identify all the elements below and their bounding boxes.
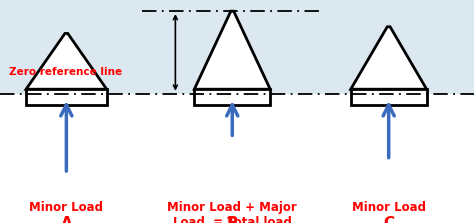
Text: B: B <box>227 216 238 223</box>
Text: Minor Load + Major
Load  = Total load: Minor Load + Major Load = Total load <box>167 201 297 223</box>
Text: Zero reference line: Zero reference line <box>9 67 123 77</box>
Bar <box>0 0 474 94</box>
Polygon shape <box>194 11 270 89</box>
Text: C: C <box>383 216 394 223</box>
Bar <box>351 89 427 105</box>
Bar <box>194 89 270 105</box>
Polygon shape <box>351 27 427 89</box>
Text: A: A <box>61 216 72 223</box>
Polygon shape <box>26 33 107 89</box>
Bar <box>26 89 107 105</box>
Text: Minor Load: Minor Load <box>29 201 103 214</box>
Text: Minor Load: Minor Load <box>352 201 426 214</box>
